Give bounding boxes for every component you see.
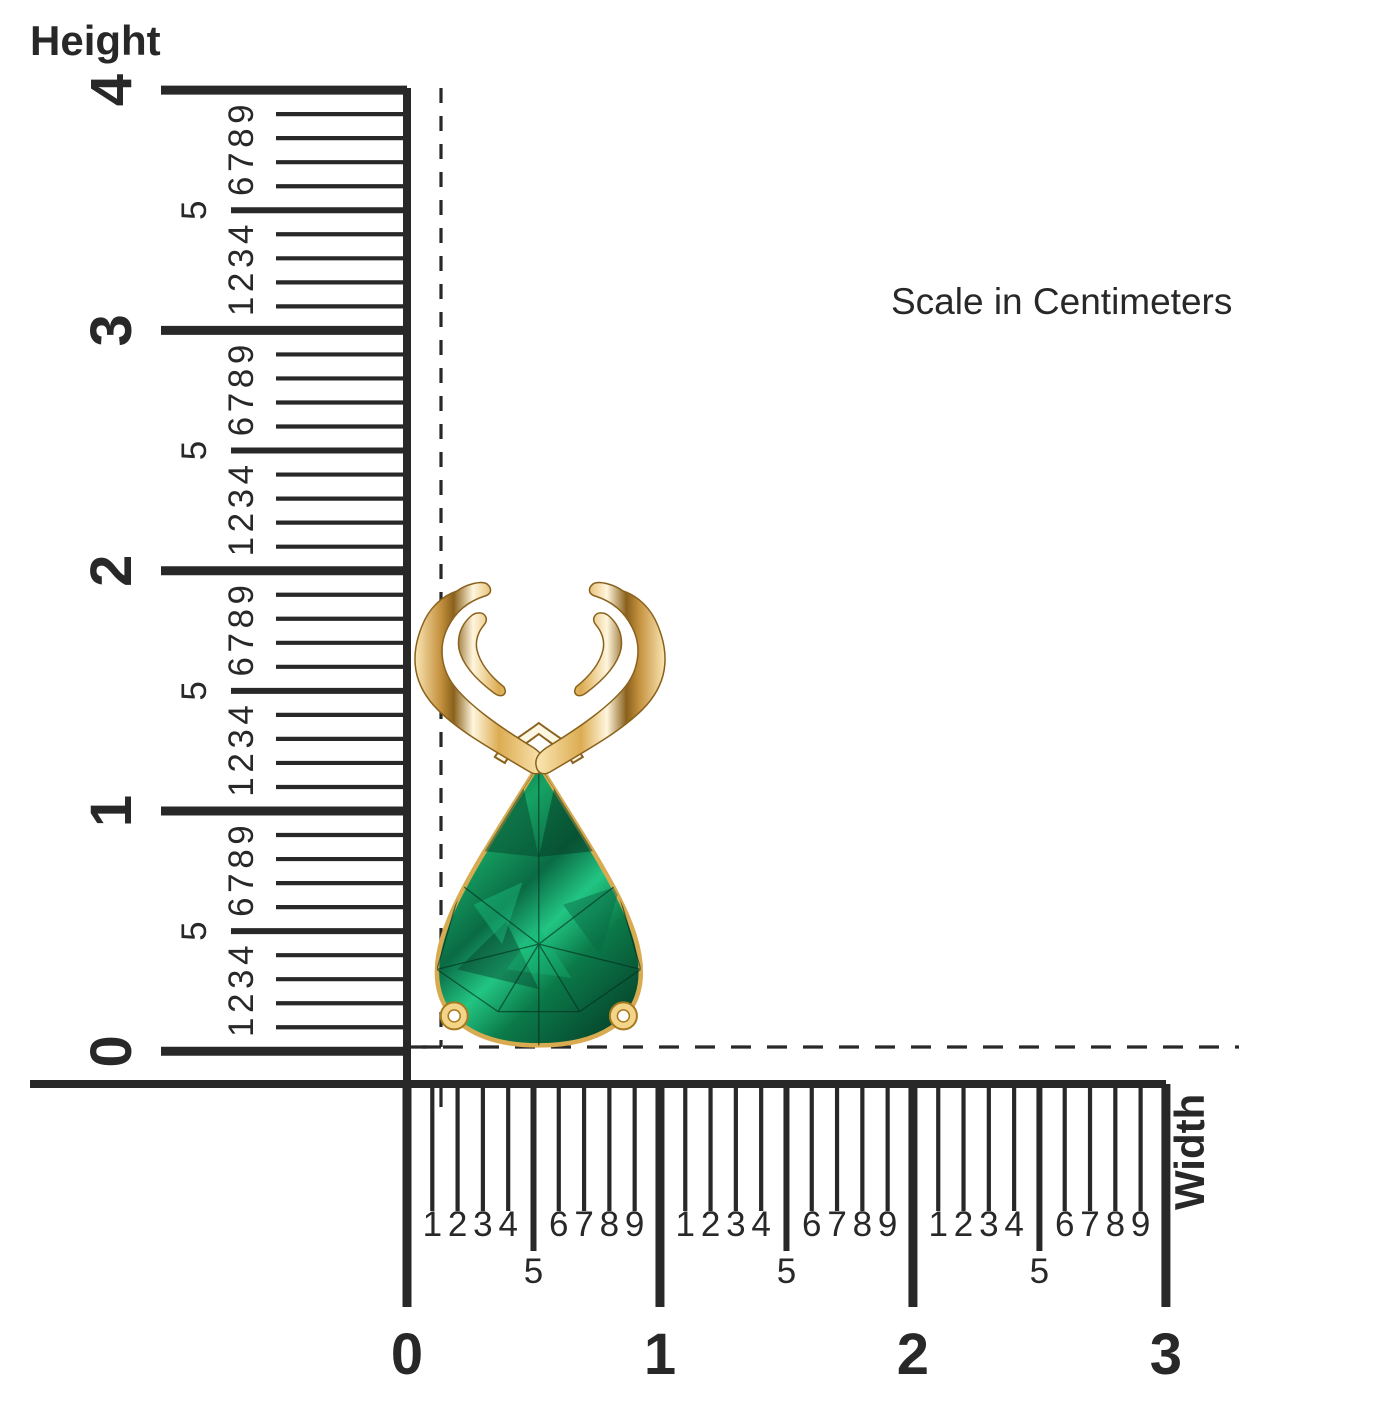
svg-text:Height: Height: [30, 17, 161, 64]
svg-text:4: 4: [222, 945, 261, 964]
svg-text:6: 6: [222, 417, 261, 436]
svg-text:8: 8: [222, 128, 261, 147]
svg-text:8: 8: [1106, 1205, 1125, 1244]
svg-text:7: 7: [827, 1205, 846, 1244]
svg-text:Scale in Centimeters: Scale in Centimeters: [891, 281, 1232, 322]
svg-text:6: 6: [802, 1205, 821, 1244]
svg-text:9: 9: [222, 104, 261, 123]
svg-text:7: 7: [222, 393, 261, 412]
svg-text:8: 8: [853, 1205, 872, 1244]
svg-text:3: 3: [473, 1205, 492, 1244]
svg-text:9: 9: [222, 345, 261, 364]
svg-text:1: 1: [222, 777, 261, 796]
svg-text:3: 3: [726, 1205, 745, 1244]
svg-text:5: 5: [777, 1252, 796, 1291]
svg-text:7: 7: [1080, 1205, 1099, 1244]
svg-text:4: 4: [751, 1205, 770, 1244]
svg-text:1: 1: [676, 1205, 695, 1244]
svg-text:9: 9: [222, 585, 261, 604]
svg-text:7: 7: [222, 152, 261, 171]
svg-text:4: 4: [1004, 1205, 1023, 1244]
svg-text:2: 2: [222, 994, 261, 1013]
svg-text:2: 2: [954, 1205, 973, 1244]
svg-text:8: 8: [600, 1205, 619, 1244]
svg-text:5: 5: [175, 441, 214, 460]
svg-text:4: 4: [222, 465, 261, 484]
svg-text:4: 4: [498, 1205, 517, 1244]
svg-text:5: 5: [175, 201, 214, 220]
svg-text:0: 0: [391, 1322, 423, 1387]
svg-text:1: 1: [929, 1205, 948, 1244]
svg-text:9: 9: [222, 825, 261, 844]
svg-text:5: 5: [1030, 1252, 1049, 1291]
svg-text:5: 5: [524, 1252, 543, 1291]
svg-text:2: 2: [701, 1205, 720, 1244]
svg-text:1: 1: [222, 1018, 261, 1037]
svg-text:3: 3: [222, 249, 261, 268]
svg-text:3: 3: [1150, 1322, 1182, 1387]
svg-text:4: 4: [222, 705, 261, 724]
svg-text:1: 1: [222, 297, 261, 316]
svg-text:3: 3: [979, 1205, 998, 1244]
svg-text:2: 2: [897, 1322, 929, 1387]
svg-text:9: 9: [625, 1205, 644, 1244]
svg-text:9: 9: [878, 1205, 897, 1244]
svg-text:9: 9: [1131, 1205, 1150, 1244]
svg-text:3: 3: [79, 314, 144, 346]
svg-text:2: 2: [222, 273, 261, 292]
svg-text:7: 7: [222, 873, 261, 892]
svg-text:1: 1: [423, 1205, 442, 1244]
svg-text:3: 3: [222, 729, 261, 748]
svg-text:6: 6: [222, 176, 261, 195]
svg-text:1: 1: [644, 1322, 676, 1387]
svg-text:4: 4: [79, 74, 144, 106]
svg-text:2: 2: [448, 1205, 467, 1244]
svg-text:1: 1: [79, 795, 144, 827]
svg-text:2: 2: [222, 753, 261, 772]
svg-text:3: 3: [222, 489, 261, 508]
svg-text:2: 2: [79, 555, 144, 587]
svg-text:6: 6: [222, 897, 261, 916]
svg-text:6: 6: [1055, 1205, 1074, 1244]
svg-text:6: 6: [549, 1205, 568, 1244]
svg-text:2: 2: [222, 513, 261, 532]
svg-text:7: 7: [222, 633, 261, 652]
svg-text:4: 4: [222, 225, 261, 244]
svg-text:8: 8: [222, 609, 261, 628]
svg-text:6: 6: [222, 657, 261, 676]
svg-text:Width: Width: [1166, 1094, 1213, 1210]
svg-text:7: 7: [574, 1205, 593, 1244]
svg-text:3: 3: [222, 969, 261, 988]
svg-text:8: 8: [222, 849, 261, 868]
svg-text:1: 1: [222, 537, 261, 556]
svg-text:5: 5: [175, 681, 214, 700]
svg-text:0: 0: [79, 1035, 144, 1067]
svg-text:5: 5: [175, 921, 214, 940]
svg-text:8: 8: [222, 369, 261, 388]
